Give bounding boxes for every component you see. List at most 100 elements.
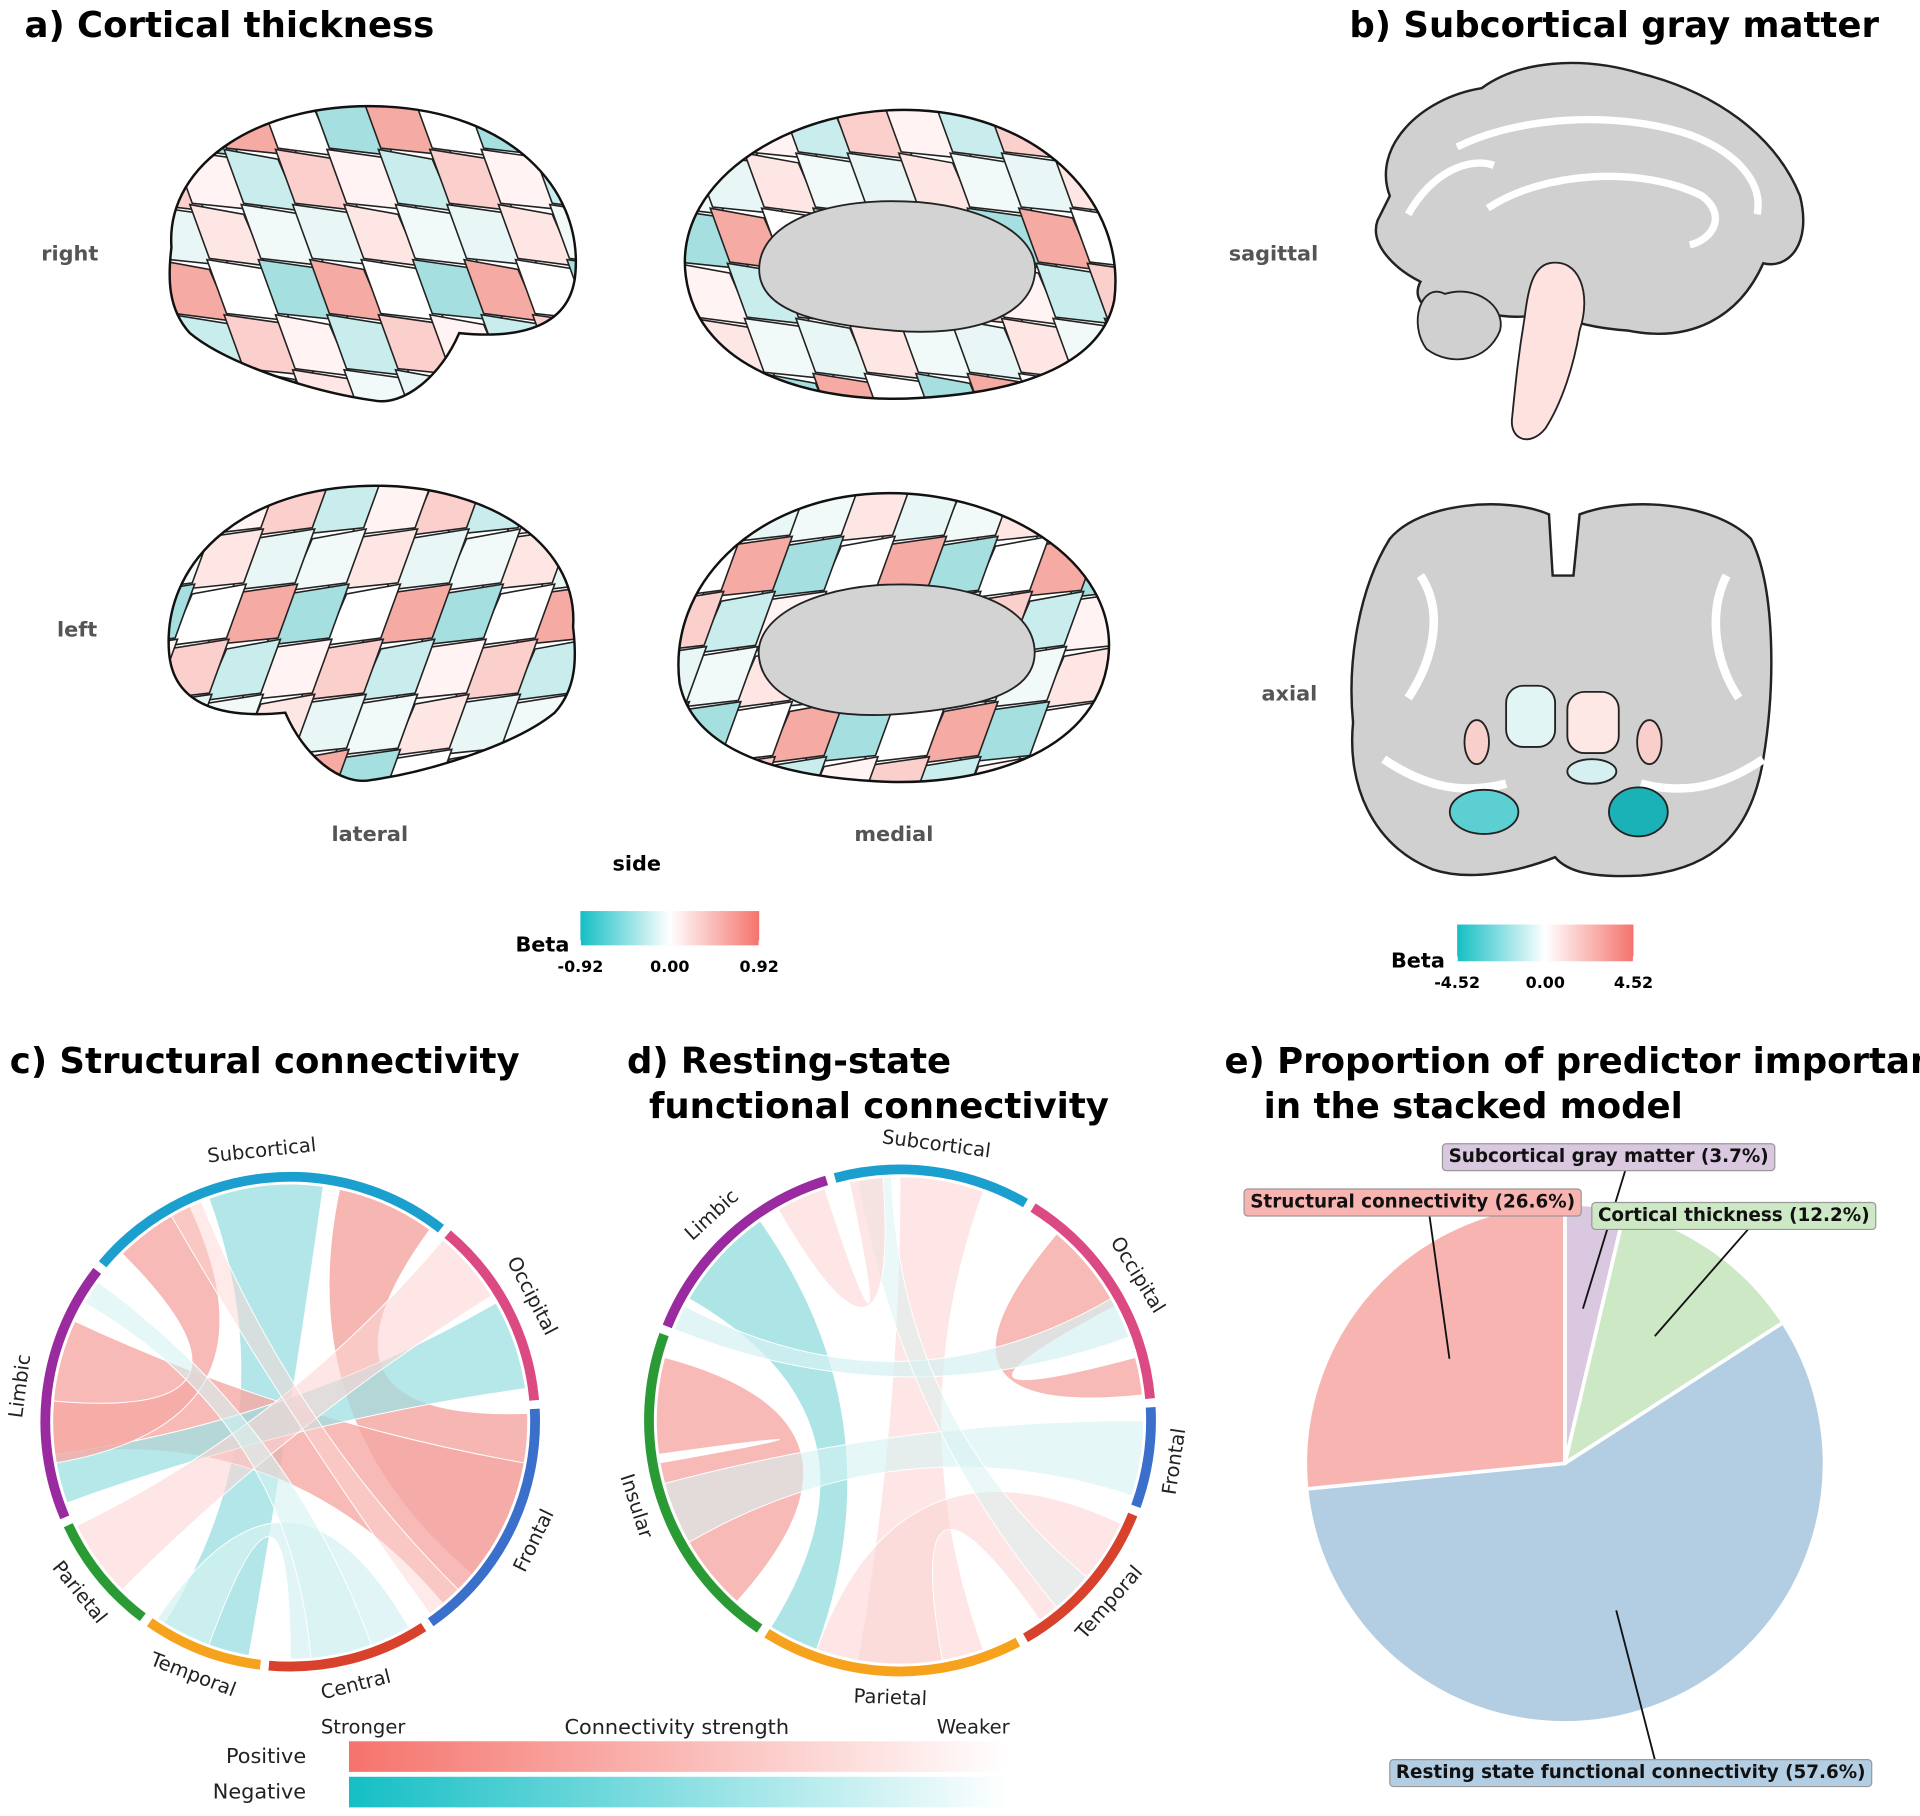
parcel — [1122, 208, 1213, 269]
sector-label: Frontal — [1158, 1427, 1191, 1497]
sector-arc — [662, 1175, 829, 1329]
ribbon — [777, 1176, 886, 1308]
parcel — [77, 529, 160, 590]
parcel — [555, 702, 638, 763]
panel-title: d) Resting-state — [627, 1041, 951, 1082]
chord-diagram: SubcorticalOccipitalFrontalTemporalParie… — [615, 1125, 1190, 1710]
parcel — [1068, 372, 1116, 399]
parcel — [966, 372, 1052, 399]
cerebellum — [1416, 290, 1502, 361]
parcel — [800, 755, 880, 783]
row-label: sagittal — [1229, 242, 1318, 266]
colorbar-tick-label: 4.52 — [1614, 973, 1653, 992]
sector-arc — [40, 1267, 102, 1520]
row-label: left — [57, 618, 97, 642]
sector-arc — [644, 1332, 763, 1633]
parcel — [168, 485, 231, 537]
ribbon — [816, 1491, 1122, 1665]
sector-label: Subcortical — [206, 1133, 317, 1167]
parcel — [1086, 262, 1116, 326]
legend-title: Beta — [1391, 948, 1445, 972]
sector-label: Occipital — [1106, 1232, 1170, 1317]
parcel — [1033, 493, 1110, 544]
parcel — [1103, 152, 1116, 216]
parcel — [1122, 374, 1205, 435]
leader-line — [1428, 1215, 1451, 1359]
parcel — [678, 755, 725, 783]
ribbon — [673, 1297, 1130, 1378]
sector-arc — [1023, 1512, 1138, 1643]
axis-label: side — [612, 852, 661, 876]
panel-title: b) Subcortical gray matter — [1349, 5, 1879, 46]
legend-bar — [348, 1741, 1008, 1772]
sector-arc — [764, 1629, 1021, 1677]
parcel — [565, 258, 576, 322]
pie-slice — [1304, 1320, 1827, 1725]
axial-slice — [1350, 503, 1773, 878]
ribbon — [688, 1220, 849, 1651]
colorbar-tick-label: -0.92 — [557, 957, 603, 976]
sector-arc — [444, 1230, 540, 1401]
parcel — [548, 368, 576, 402]
parcel — [584, 149, 667, 210]
parcel — [1017, 372, 1111, 399]
parcel — [678, 535, 691, 599]
parcel — [684, 109, 702, 161]
sector-arc — [427, 1408, 540, 1627]
sulcus — [1404, 115, 1762, 249]
parcel — [678, 493, 708, 544]
panel-title: e) Proportion of predictor importance — [1224, 1041, 1920, 1082]
parcels — [77, 485, 575, 781]
parcel — [584, 315, 660, 376]
parcel — [445, 368, 532, 402]
parcel — [684, 109, 761, 161]
parcel — [565, 106, 576, 157]
parcel — [514, 258, 576, 322]
brain — [77, 484, 577, 783]
parcel — [914, 372, 994, 399]
ribbon — [83, 1281, 373, 1659]
colorbar-tick-label: 0.00 — [1526, 973, 1565, 992]
label-box — [1243, 1188, 1582, 1217]
parcel — [213, 748, 299, 781]
legend-label: Positive — [226, 1744, 306, 1768]
label-box — [1389, 1759, 1873, 1788]
colorbar — [1457, 924, 1634, 962]
parcel — [168, 748, 248, 781]
sector-arc — [1131, 1407, 1156, 1508]
row-label: right — [41, 242, 98, 266]
parcel — [168, 693, 214, 757]
ribbon — [170, 1200, 459, 1615]
parcels — [169, 106, 694, 402]
colorbar-tick-label: -4.52 — [1434, 973, 1480, 992]
parcel — [618, 260, 694, 321]
parcel — [178, 693, 265, 757]
legend-label: Negative — [213, 1780, 306, 1804]
parcel — [1051, 317, 1116, 381]
parcel — [531, 313, 576, 377]
column-label: medial — [854, 822, 933, 846]
outline — [677, 491, 1111, 784]
chord-diagram: SubcorticalOccipitalFrontalCentralTempor… — [4, 1133, 562, 1704]
sector-arc — [1030, 1203, 1155, 1399]
column-label: lateral — [331, 822, 408, 846]
legend-bar — [348, 1776, 1008, 1808]
medial-wall — [757, 583, 1036, 716]
parcel — [678, 700, 743, 764]
panel-title: a) Cortical thickness — [24, 5, 434, 46]
label-box — [1591, 1201, 1877, 1231]
structure — [1566, 758, 1618, 785]
legend-label: Weaker — [937, 1715, 1011, 1738]
structure — [1448, 788, 1520, 835]
parcel — [394, 368, 473, 402]
parcel — [1103, 317, 1116, 381]
panel-title: c) Structural connectivity — [10, 1041, 520, 1082]
parcel — [168, 485, 179, 537]
medial-wall — [758, 200, 1037, 333]
brain — [555, 491, 1111, 784]
outline — [683, 108, 1117, 400]
sector-label: Subcortical — [881, 1125, 992, 1162]
parcel — [497, 368, 576, 402]
